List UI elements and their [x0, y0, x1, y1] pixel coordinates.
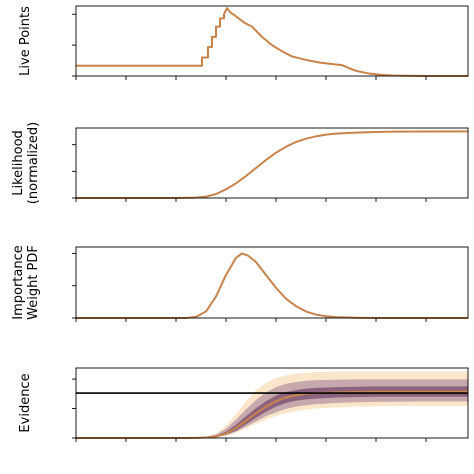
- y-axis-label: Weight PDF: [26, 245, 41, 320]
- series-line: [76, 130, 469, 199]
- evidence-panel: Evidence: [18, 367, 469, 442]
- y-axis-label: Likelihood: [11, 130, 26, 196]
- y-axis-label: (normalized): [26, 122, 41, 204]
- likelihood-panel: Likelihood (normalized): [11, 122, 469, 204]
- live-points-panel: Live Points: [18, 5, 469, 80]
- y-axis-label: Live Points: [18, 6, 33, 76]
- plot-frame: [75, 5, 469, 77]
- evidence-median-line: [76, 390, 468, 439]
- series-line: [76, 7, 469, 77]
- y-axis-label: Evidence: [18, 373, 33, 432]
- series-line: [76, 252, 468, 319]
- plot-frame: [75, 127, 469, 199]
- plot-frame: [75, 246, 469, 319]
- y-axis-label: Importance: [11, 245, 26, 320]
- plot-frame: [75, 367, 469, 439]
- importance-weight-panel: Importance Weight PDF: [11, 245, 469, 322]
